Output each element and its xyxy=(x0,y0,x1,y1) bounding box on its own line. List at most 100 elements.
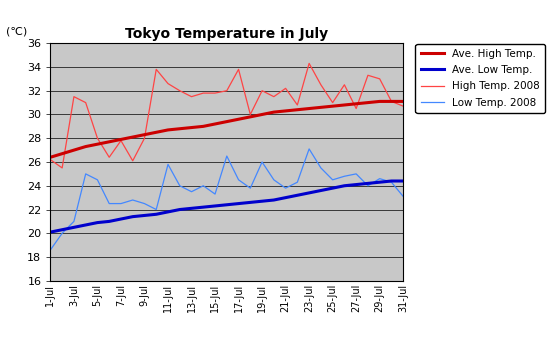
Ave. High Temp. xyxy=(259,112,265,117)
Ave. Low Temp. xyxy=(176,207,183,212)
Ave. High Temp. xyxy=(94,142,101,146)
High Temp. 2008 xyxy=(129,159,136,163)
Ave. Low Temp. xyxy=(329,186,336,190)
High Temp. 2008 xyxy=(329,100,336,105)
Ave. Low Temp. xyxy=(388,179,395,183)
Ave. High Temp. xyxy=(47,155,54,159)
Ave. High Temp. xyxy=(400,99,407,104)
Low Temp. 2008 xyxy=(341,174,348,179)
Low Temp. 2008 xyxy=(200,184,207,188)
Line: Low Temp. 2008: Low Temp. 2008 xyxy=(50,149,403,250)
High Temp. 2008 xyxy=(294,103,301,107)
Ave. Low Temp. xyxy=(188,206,195,211)
Ave. Low Temp. xyxy=(200,205,207,209)
Ave. High Temp. xyxy=(129,135,136,139)
Ave. High Temp. xyxy=(106,140,113,144)
Ave. Low Temp. xyxy=(247,200,254,204)
Ave. High Temp. xyxy=(235,117,242,121)
Low Temp. 2008 xyxy=(176,184,183,188)
High Temp. 2008 xyxy=(165,81,171,86)
Low Temp. 2008 xyxy=(94,177,101,182)
Ave. Low Temp. xyxy=(153,212,160,216)
Low Temp. 2008 xyxy=(235,177,242,182)
Low Temp. 2008 xyxy=(329,177,336,182)
Ave. Low Temp. xyxy=(223,203,230,207)
High Temp. 2008 xyxy=(270,94,277,99)
Ave. Low Temp. xyxy=(318,188,324,193)
High Temp. 2008 xyxy=(106,155,113,159)
Low Temp. 2008 xyxy=(118,201,124,206)
High Temp. 2008 xyxy=(82,100,89,105)
Low Temp. 2008 xyxy=(247,186,254,190)
Text: (℃): (℃) xyxy=(6,26,27,36)
High Temp. 2008 xyxy=(388,99,395,104)
Ave. High Temp. xyxy=(270,110,277,114)
Ave. Low Temp. xyxy=(141,213,148,217)
Ave. Low Temp. xyxy=(353,183,360,187)
Ave. High Temp. xyxy=(341,103,348,107)
Low Temp. 2008 xyxy=(153,207,160,212)
High Temp. 2008 xyxy=(259,89,265,93)
High Temp. 2008 xyxy=(223,89,230,93)
Ave. Low Temp. xyxy=(376,180,383,184)
High Temp. 2008 xyxy=(235,67,242,72)
Low Temp. 2008 xyxy=(212,192,218,196)
Low Temp. 2008 xyxy=(129,198,136,202)
Low Temp. 2008 xyxy=(270,177,277,182)
High Temp. 2008 xyxy=(365,73,371,77)
Ave. High Temp. xyxy=(353,102,360,106)
Ave. Low Temp. xyxy=(106,219,113,224)
Low Temp. 2008 xyxy=(376,176,383,181)
Ave. Low Temp. xyxy=(270,198,277,202)
Ave. Low Temp. xyxy=(294,193,301,197)
High Temp. 2008 xyxy=(71,94,77,99)
High Temp. 2008 xyxy=(282,86,289,90)
Low Temp. 2008 xyxy=(306,147,312,151)
Low Temp. 2008 xyxy=(188,189,195,194)
Ave. High Temp. xyxy=(318,105,324,109)
High Temp. 2008 xyxy=(47,157,54,162)
Ave. High Temp. xyxy=(294,108,301,112)
High Temp. 2008 xyxy=(94,136,101,140)
Ave. High Temp. xyxy=(247,115,254,119)
High Temp. 2008 xyxy=(318,82,324,87)
Low Temp. 2008 xyxy=(294,180,301,184)
High Temp. 2008 xyxy=(353,106,360,111)
Ave. High Temp. xyxy=(141,132,148,137)
Ave. High Temp. xyxy=(188,125,195,130)
Ave. High Temp. xyxy=(82,144,89,149)
High Temp. 2008 xyxy=(176,89,183,93)
High Temp. 2008 xyxy=(247,112,254,117)
Ave. Low Temp. xyxy=(82,223,89,227)
Ave. Low Temp. xyxy=(212,204,218,208)
Ave. High Temp. xyxy=(282,109,289,113)
Ave. Low Temp. xyxy=(341,184,348,188)
High Temp. 2008 xyxy=(200,91,207,95)
Line: Ave. Low Temp.: Ave. Low Temp. xyxy=(50,181,403,232)
Low Temp. 2008 xyxy=(59,231,66,235)
Ave. Low Temp. xyxy=(235,201,242,206)
High Temp. 2008 xyxy=(306,61,312,66)
Low Temp. 2008 xyxy=(400,194,407,199)
Low Temp. 2008 xyxy=(259,160,265,164)
Ave. Low Temp. xyxy=(71,225,77,230)
Ave. High Temp. xyxy=(165,128,171,132)
Ave. High Temp. xyxy=(176,127,183,131)
Ave. High Temp. xyxy=(365,100,371,105)
High Temp. 2008 xyxy=(341,82,348,87)
Low Temp. 2008 xyxy=(353,172,360,176)
Ave. High Temp. xyxy=(118,137,124,141)
Low Temp. 2008 xyxy=(365,184,371,188)
Line: High Temp. 2008: High Temp. 2008 xyxy=(50,63,403,168)
Ave. High Temp. xyxy=(306,106,312,111)
Ave. Low Temp. xyxy=(306,191,312,195)
Low Temp. 2008 xyxy=(388,180,395,184)
High Temp. 2008 xyxy=(376,77,383,81)
Ave. High Temp. xyxy=(200,124,207,129)
Ave. High Temp. xyxy=(212,122,218,126)
Ave. Low Temp. xyxy=(259,199,265,203)
High Temp. 2008 xyxy=(400,104,407,108)
Low Temp. 2008 xyxy=(223,154,230,158)
High Temp. 2008 xyxy=(141,136,148,140)
Ave. Low Temp. xyxy=(59,228,66,232)
